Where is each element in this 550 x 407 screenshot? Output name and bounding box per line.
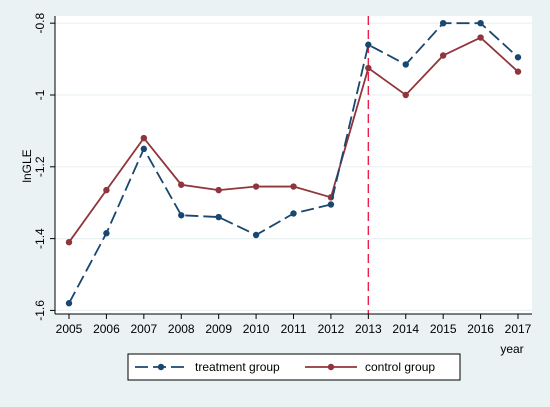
plot-area <box>55 16 532 314</box>
x-axis-label: year <box>500 342 523 356</box>
point-control-group-2008 <box>178 181 185 188</box>
legend-swatch-marker-treatment-group <box>157 363 165 371</box>
point-treatment-group-2010 <box>252 231 260 239</box>
point-treatment-group-2007 <box>140 145 148 153</box>
point-control-group-2007 <box>140 134 148 142</box>
point-control-group-2009 <box>215 186 222 194</box>
point-control-group-2006 <box>103 186 110 194</box>
y-tick-label-3: -1 <box>33 89 47 100</box>
y-tick-label-4: -0.8 <box>33 13 47 34</box>
point-treatment-group-2011 <box>290 210 297 217</box>
point-treatment-group-2016 <box>477 19 484 27</box>
legend-swatch-marker-control-group <box>327 363 335 371</box>
x-tick-label-2: 2007 <box>130 322 157 336</box>
x-tick-label-9: 2014 <box>392 322 419 336</box>
point-control-group-2016 <box>477 34 484 41</box>
x-tick-label-6: 2011 <box>281 322 307 336</box>
point-control-group-2015 <box>439 52 447 59</box>
x-tick-label-5: 2010 <box>243 322 270 336</box>
point-control-group-2011 <box>290 183 297 190</box>
x-tick-label-3: 2008 <box>168 322 195 336</box>
point-control-group-2010 <box>252 183 260 190</box>
point-treatment-group-2006 <box>103 230 110 237</box>
x-tick-label-0: 2005 <box>56 322 83 336</box>
point-control-group-2014 <box>402 91 409 99</box>
x-tick-label-11: 2016 <box>467 322 494 336</box>
point-treatment-group-2015 <box>439 19 447 27</box>
gridlines <box>55 22 532 312</box>
series-group <box>65 19 522 307</box>
y-tick-label-1: -1.4 <box>33 228 47 249</box>
legend: treatment group control group <box>127 353 461 381</box>
point-control-group-2017 <box>514 68 522 75</box>
x-tick-label-8: 2013 <box>355 322 382 336</box>
x-tick-label-1: 2006 <box>93 322 120 336</box>
y-tick-label-0: -1.6 <box>33 300 47 321</box>
x-tick-label-12: 2017 <box>505 322 532 336</box>
point-treatment-group-2013 <box>365 41 372 48</box>
legend-label-control-group: control group <box>365 360 435 374</box>
point-treatment-group-2012 <box>327 201 335 208</box>
axes: -1.6 -1.4 -1.2 -1 -0.8 2005 2006 2007 2008 2009 20… <box>33 13 532 336</box>
point-treatment-group-2017 <box>514 54 522 61</box>
point-treatment-group-2014 <box>402 61 409 68</box>
x-tick-label-4: 2009 <box>205 322 232 336</box>
point-control-group-2013 <box>365 64 372 72</box>
point-treatment-group-2008 <box>178 212 185 219</box>
point-treatment-group-2005 <box>65 300 73 307</box>
legend-label-treatment-group: treatment group <box>195 360 280 374</box>
point-treatment-group-2009 <box>215 213 222 221</box>
x-tick-label-10: 2015 <box>430 322 457 336</box>
y-tick-label-2: -1.2 <box>33 156 47 177</box>
y-axis-label: lnGLE <box>20 149 34 182</box>
point-control-group-2005 <box>65 238 73 246</box>
x-tick-label-7: 2012 <box>318 322 345 336</box>
